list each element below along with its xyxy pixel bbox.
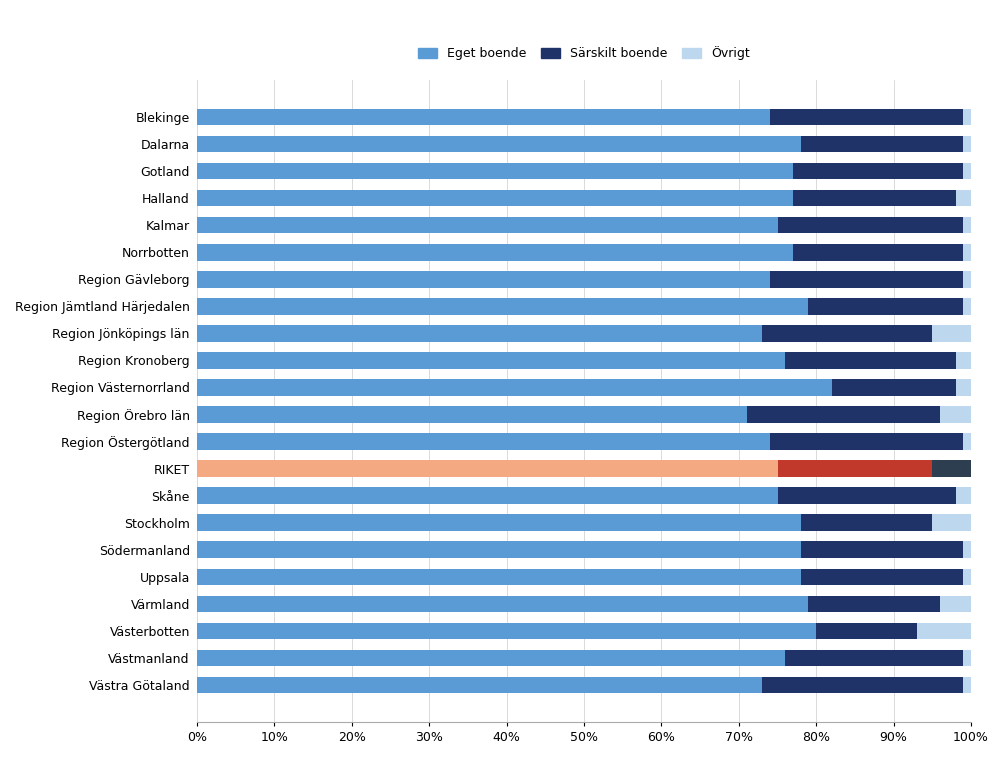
Bar bbox=[962, 136, 970, 153]
Bar bbox=[197, 596, 807, 612]
Bar bbox=[962, 541, 970, 558]
Bar bbox=[932, 326, 970, 342]
Bar bbox=[197, 676, 761, 693]
Bar bbox=[761, 676, 962, 693]
Bar bbox=[769, 271, 962, 288]
Bar bbox=[197, 406, 746, 423]
Bar bbox=[197, 191, 792, 206]
Bar bbox=[800, 568, 962, 584]
Bar bbox=[939, 406, 970, 423]
Bar bbox=[800, 541, 962, 558]
Bar bbox=[955, 380, 970, 395]
Bar bbox=[962, 109, 970, 125]
Bar bbox=[830, 380, 955, 395]
Bar bbox=[197, 568, 800, 584]
Bar bbox=[197, 271, 769, 288]
Bar bbox=[197, 650, 784, 666]
Bar bbox=[197, 163, 792, 179]
Bar bbox=[776, 487, 955, 504]
Bar bbox=[769, 433, 962, 449]
Legend: Eget boende, Särskilt boende, Övrigt: Eget boende, Särskilt boende, Övrigt bbox=[412, 41, 754, 65]
Bar bbox=[784, 352, 955, 369]
Bar bbox=[962, 271, 970, 288]
Bar bbox=[197, 433, 769, 449]
Bar bbox=[962, 298, 970, 314]
Bar bbox=[939, 596, 970, 612]
Bar bbox=[807, 596, 939, 612]
Bar bbox=[800, 515, 932, 531]
Bar bbox=[792, 191, 955, 206]
Bar bbox=[955, 191, 970, 206]
Bar bbox=[932, 461, 970, 477]
Bar bbox=[962, 163, 970, 179]
Bar bbox=[792, 163, 962, 179]
Bar bbox=[815, 622, 916, 639]
Bar bbox=[197, 298, 807, 314]
Bar bbox=[962, 244, 970, 260]
Bar bbox=[962, 676, 970, 693]
Bar bbox=[955, 487, 970, 504]
Bar bbox=[807, 298, 962, 314]
Bar bbox=[197, 541, 800, 558]
Bar bbox=[197, 380, 830, 395]
Bar bbox=[197, 352, 784, 369]
Bar bbox=[962, 217, 970, 234]
Bar bbox=[746, 406, 939, 423]
Bar bbox=[197, 487, 776, 504]
Bar bbox=[197, 326, 761, 342]
Bar bbox=[792, 244, 962, 260]
Bar bbox=[197, 109, 769, 125]
Bar bbox=[962, 433, 970, 449]
Bar bbox=[962, 650, 970, 666]
Bar bbox=[197, 244, 792, 260]
Bar bbox=[932, 515, 970, 531]
Bar bbox=[197, 622, 815, 639]
Bar bbox=[761, 326, 932, 342]
Bar bbox=[197, 217, 776, 234]
Bar bbox=[197, 461, 776, 477]
Bar bbox=[962, 568, 970, 584]
Bar bbox=[955, 352, 970, 369]
Bar bbox=[784, 650, 962, 666]
Bar bbox=[197, 136, 800, 153]
Bar bbox=[776, 461, 932, 477]
Bar bbox=[776, 217, 962, 234]
Bar bbox=[916, 622, 970, 639]
Bar bbox=[800, 136, 962, 153]
Bar bbox=[769, 109, 962, 125]
Bar bbox=[197, 515, 800, 531]
